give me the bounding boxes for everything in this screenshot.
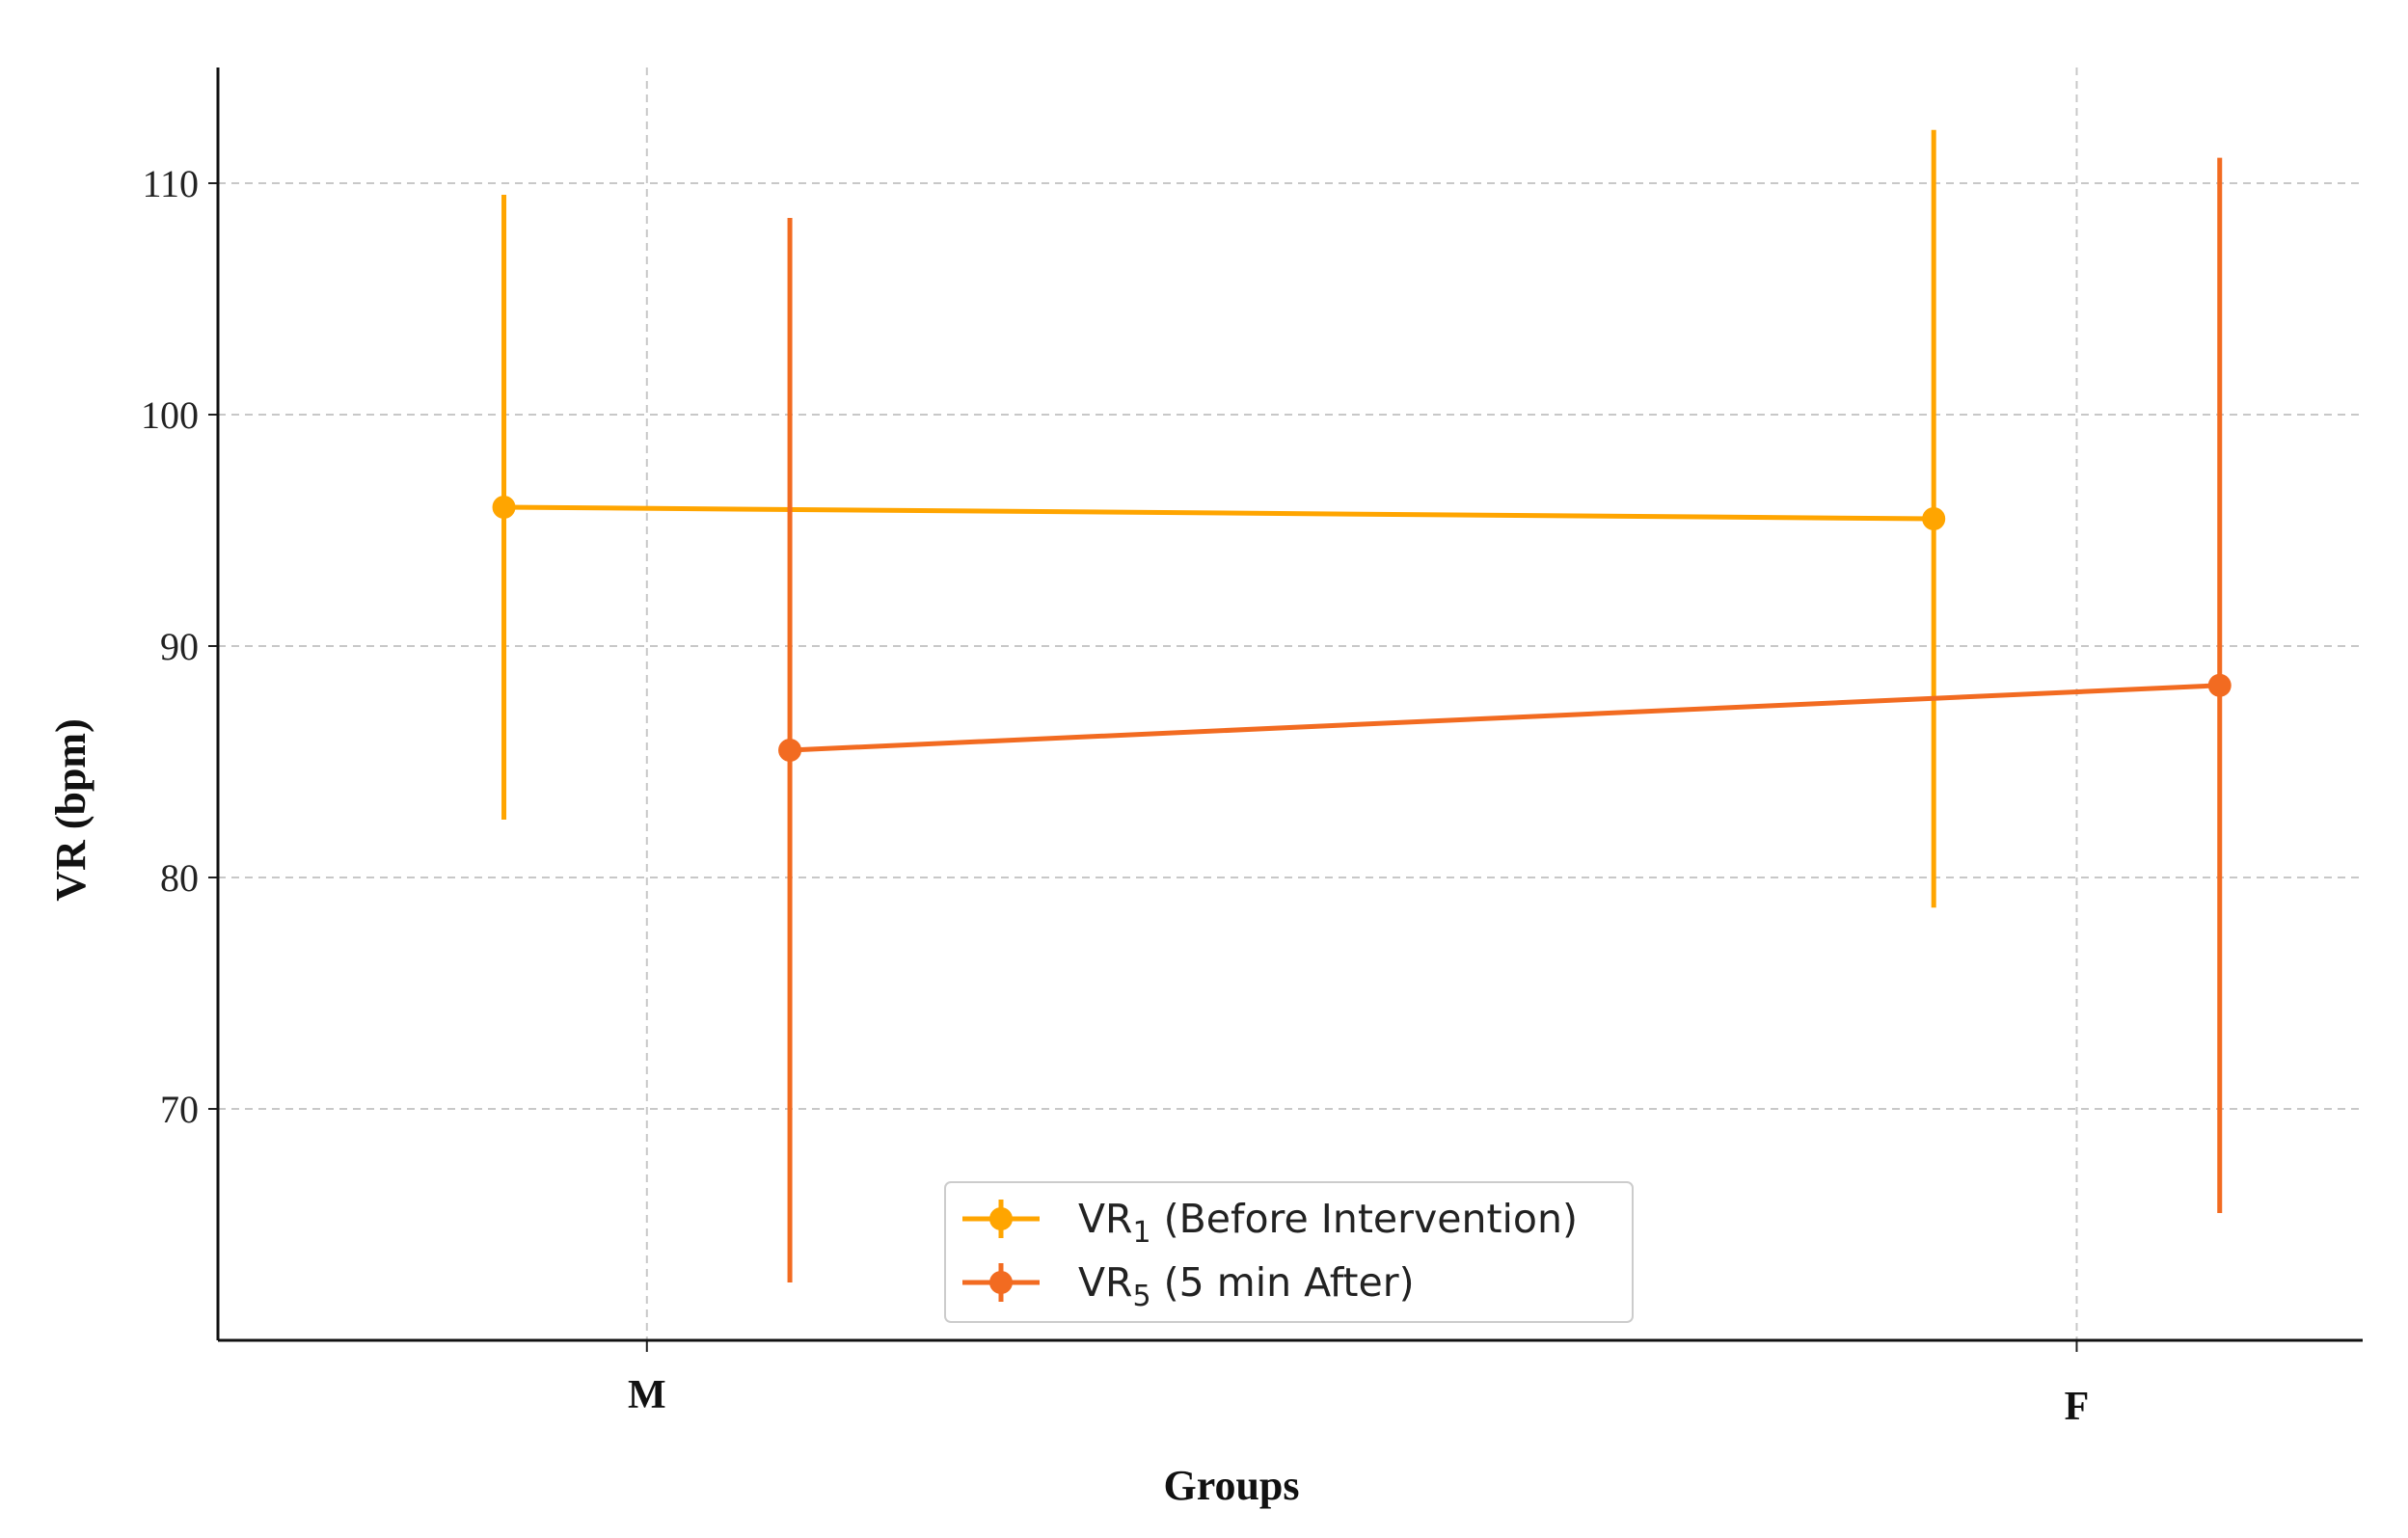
axes-layer: 70 80 90 100 110 M F [141,67,2363,1429]
y-tick-label: 70 [160,1088,199,1131]
labels-layer: Groups VR (bpm) [47,718,1300,1509]
data-point [2207,673,2232,697]
x-tick-label: F [2065,1385,2090,1429]
legend: VR1 (Before Intervention) VR5 (5 min Afte… [944,1181,1634,1323]
x-axis-title: Groups [1163,1462,1299,1509]
legend-marker [989,1207,1013,1230]
x-tick-label: M [628,1373,666,1417]
y-tick-label: 100 [141,393,199,437]
legend-marker [989,1271,1013,1294]
y-tick-label: 110 [142,162,199,205]
series-2 [778,157,2232,1282]
legend-label: VR5 (5 min After) [1078,1259,1415,1313]
legend-item: VR5 (5 min After) [962,1259,1415,1313]
data-point [492,496,516,519]
series-1 [492,129,1946,908]
data-point [1922,507,1946,530]
y-tick-label: 80 [160,856,199,900]
grid-layer [218,67,2363,1340]
legend-item: VR1 (Before Intervention) [962,1196,1578,1250]
legend-box [944,1181,1634,1323]
legend-label: VR1 (Before Intervention) [1078,1196,1578,1250]
series-line [503,504,1935,522]
series-layer [492,129,2232,1282]
data-point [778,739,802,762]
y-axis-title: VR (bpm) [47,718,95,901]
y-tick-label: 90 [160,625,199,668]
series-line [789,683,2220,753]
